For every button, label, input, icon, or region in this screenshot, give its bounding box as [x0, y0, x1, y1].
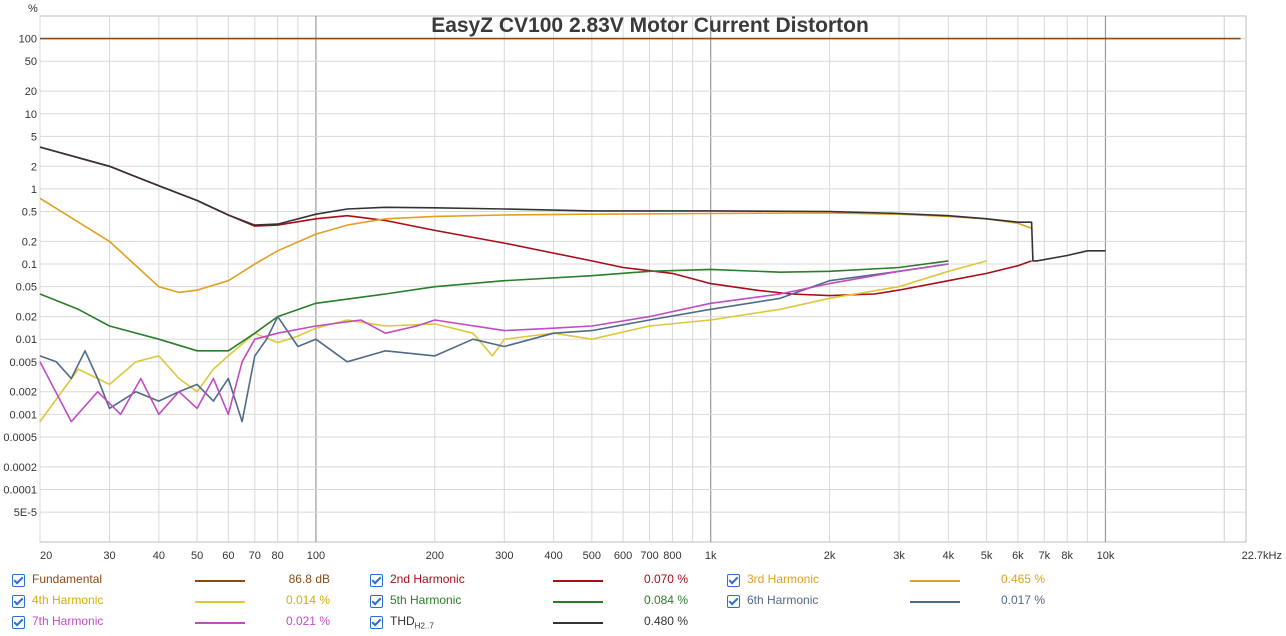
legend-item: 5th Harmonic 0.084 % — [370, 593, 688, 611]
checkbox-icon[interactable] — [370, 595, 383, 608]
x-tick-label: 300 — [495, 550, 513, 562]
y-tick-label: 50 — [25, 56, 37, 68]
x-tick-label: 60 — [222, 550, 234, 562]
y-tick-label: 0.5 — [22, 207, 37, 219]
y-tick-label: 0.0001 — [3, 484, 37, 496]
legend-label: 7th Harmonic — [32, 614, 104, 628]
x-tick-label: 50 — [191, 550, 203, 562]
x-tick-label: 20 — [40, 550, 52, 562]
legend-label: 3rd Harmonic — [747, 572, 820, 586]
y-tick-label: 0.002 — [9, 387, 37, 399]
legend-value: 86.8 dB — [288, 572, 330, 586]
x-tick-label: 800 — [663, 550, 681, 562]
legend-value: 0.070 % — [643, 572, 688, 586]
legend: Fundamental 86.8 dB 2nd Harmonic 0.070 % 3rd… — [0, 566, 1286, 636]
x-tick-label: 700 — [640, 550, 658, 562]
legend-label: Fundamental — [32, 572, 103, 586]
x-tick-label: 2k — [824, 550, 836, 562]
legend-swatch — [553, 622, 603, 624]
y-tick-label: 0.001 — [9, 409, 37, 421]
x-tick-label: 4k — [943, 550, 955, 562]
legend-item: 3rd Harmonic 0.465 % — [727, 572, 1045, 590]
x-tick-label: 22.7kHz — [1242, 550, 1282, 562]
x-tick-label: 1k — [705, 550, 717, 562]
y-tick-label: 0.05 — [16, 282, 37, 294]
legend-swatch — [553, 580, 603, 582]
legend-value: 0.084 % — [643, 593, 688, 607]
legend-item: Fundamental 86.8 dB — [12, 572, 330, 590]
checkbox-icon[interactable] — [12, 574, 25, 587]
y-tick-label: 0.0002 — [3, 462, 37, 474]
x-tick-label: 600 — [614, 550, 632, 562]
legend-item: THDH2..7 0.480 % — [370, 614, 688, 632]
legend-item: 4th Harmonic 0.014 % — [12, 593, 330, 611]
legend-value: 0.014 % — [285, 593, 330, 607]
legend-value: 0.465 % — [1000, 572, 1045, 586]
x-tick-label: 40 — [153, 550, 165, 562]
x-tick-label: 8k — [1061, 550, 1073, 562]
y-tick-label: 0.02 — [16, 312, 37, 324]
x-tick-label: 80 — [272, 550, 284, 562]
legend-swatch — [195, 580, 245, 582]
x-tick-label: 10k — [1097, 550, 1115, 562]
y-tick-label: 0.01 — [16, 334, 37, 346]
plot-frame — [39, 15, 1247, 543]
y-tick-label: 5E-5 — [14, 507, 37, 519]
chart-title: EasyZ CV100 2.83V Motor Current Distorto… — [431, 14, 869, 37]
series-line-6th-harmonic — [39, 263, 949, 423]
series-line-7th-harmonic — [39, 263, 949, 423]
legend-label-subscript: H2..7 — [414, 621, 434, 631]
legend-value: 0.017 % — [1000, 593, 1045, 607]
checkbox-icon[interactable] — [727, 595, 740, 608]
y-tick-label: 0.2 — [22, 236, 37, 248]
y-tick-label: 20 — [25, 86, 37, 98]
legend-item: 7th Harmonic 0.021 % — [12, 614, 330, 632]
y-tick-label: 100 — [19, 34, 37, 46]
series-line-thd — [39, 146, 1106, 262]
legend-value: 0.480 % — [643, 614, 688, 628]
x-tick-label: 5k — [981, 550, 993, 562]
y-axis-label: % — [28, 3, 38, 15]
x-tick-label: 400 — [544, 550, 562, 562]
legend-swatch — [195, 622, 245, 624]
legend-value: 0.021 % — [285, 614, 330, 628]
y-tick-label: 1 — [31, 184, 37, 196]
x-tick-label: 500 — [583, 550, 601, 562]
checkbox-icon[interactable] — [12, 616, 25, 629]
x-tick-label: 70 — [249, 550, 261, 562]
checkbox-icon[interactable] — [727, 574, 740, 587]
x-tick-label: 30 — [103, 550, 115, 562]
x-tick-label: 3k — [893, 550, 905, 562]
y-tick-label: 5 — [31, 131, 37, 143]
legend-label: 4th Harmonic — [32, 593, 104, 607]
y-tick-label: 10 — [25, 109, 37, 121]
series-line-5th-harmonic — [39, 260, 949, 352]
checkbox-icon[interactable] — [12, 595, 25, 608]
legend-swatch — [910, 601, 960, 603]
x-tick-label: 200 — [426, 550, 444, 562]
y-tick-label: 0.005 — [9, 357, 37, 369]
legend-swatch — [910, 580, 960, 582]
checkbox-icon[interactable] — [370, 616, 383, 629]
legend-label: 2nd Harmonic — [390, 572, 465, 586]
y-tick-label: 0.1 — [22, 259, 37, 271]
x-tick-label: 7k — [1038, 550, 1050, 562]
legend-label: 6th Harmonic — [747, 593, 819, 607]
plot-area: 100 50 20 10 5 2 1 0.5 0.2 0.1 0.05 0.02 0.01 0.005 0.… — [3, 3, 1282, 562]
legend-swatch — [553, 601, 603, 603]
legend-item: 6th Harmonic 0.017 % — [727, 593, 1045, 611]
x-tick-label: 6k — [1012, 550, 1024, 562]
x-tick-label: 100 — [307, 550, 325, 562]
legend-label: THDH2..7 — [390, 614, 434, 631]
y-tick-label: 2 — [31, 161, 37, 173]
legend-item: 2nd Harmonic 0.070 % — [370, 572, 688, 590]
legend-swatch — [195, 601, 245, 603]
checkbox-icon[interactable] — [370, 574, 383, 587]
legend-label: 5th Harmonic — [390, 593, 462, 607]
y-tick-label: 0.0005 — [3, 432, 37, 444]
